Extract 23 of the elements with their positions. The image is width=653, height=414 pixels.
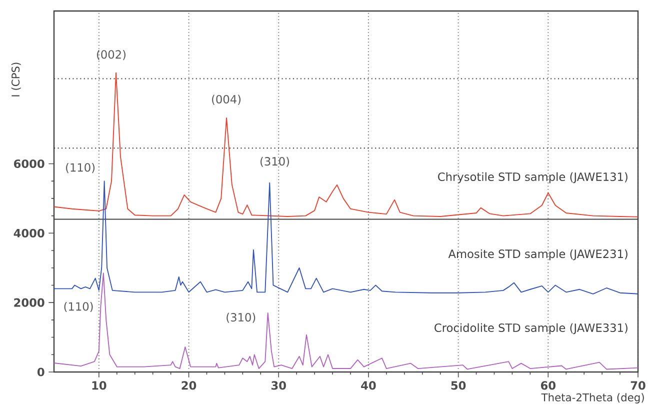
series-label: Chrysotile STD sample (JAWE131): [438, 172, 628, 184]
x-tick-label: 10: [92, 381, 106, 390]
annotation: (002): [96, 50, 126, 60]
annotation: (110): [64, 302, 93, 312]
x-tick-label: 60: [540, 381, 556, 390]
annotation: (310): [226, 312, 256, 323]
text: Crocidolite STD sample (JAWE331): [434, 323, 628, 334]
y-tick-label: 6000: [14, 159, 44, 168]
text: Amosite STD sample (JAWE231): [448, 249, 628, 260]
x-tick-label: 30: [271, 381, 286, 390]
x-axis-title: Theta-2Theta (deg): [541, 393, 644, 404]
annotation: (310): [260, 156, 290, 167]
annotation: (004): [212, 94, 241, 105]
line-series: [54, 272, 638, 370]
y-tick-label: 2000: [14, 298, 44, 307]
y-axis-title: I (CPS): [11, 62, 21, 96]
annotation: (110): [66, 162, 95, 174]
x-tick-label: 20: [182, 381, 196, 390]
x-tick-label: 50: [451, 381, 466, 390]
x-tick-label: 40: [361, 381, 376, 390]
x-tick-label: 70: [630, 381, 646, 390]
y-tick-label: 4000: [14, 228, 44, 238]
y-tick-label: 0: [38, 368, 44, 376]
